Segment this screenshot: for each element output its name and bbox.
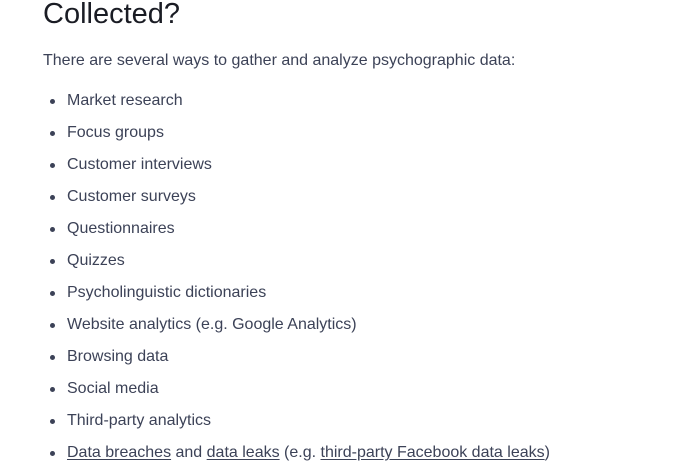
list-item: Market research [43, 90, 550, 122]
bullet-icon [50, 355, 55, 360]
data-leaks-link[interactable]: data leaks [206, 444, 280, 461]
bullet-icon [50, 419, 55, 424]
list-item-text: Psycholinguistic dictionaries [67, 284, 267, 301]
list-item-text: and [171, 444, 207, 461]
intro-paragraph: There are several ways to gather and ana… [43, 52, 516, 69]
list-item: Customer interviews [43, 154, 550, 186]
list-item-text: Focus groups [67, 124, 164, 141]
bullet-icon [50, 387, 55, 392]
list-item-text: ) [544, 444, 550, 461]
list-item: Quizzes [43, 250, 550, 282]
list-item-text: Social media [67, 380, 159, 397]
list-item: Data breaches and data leaks (e.g. third… [43, 442, 550, 474]
section-heading: Collected? [43, 0, 181, 30]
bullet-icon [50, 291, 55, 296]
data-breaches-link[interactable]: Data breaches [67, 444, 172, 461]
bullet-icon [50, 99, 55, 104]
list-item-text: Customer interviews [67, 156, 212, 173]
list-item-text: (e.g. [279, 444, 321, 461]
list-item: Third-party analytics [43, 410, 550, 442]
bullet-icon [50, 163, 55, 168]
list-item: Website analytics (e.g. Google Analytics… [43, 314, 550, 346]
list-item-text: Quizzes [67, 252, 125, 269]
data-collection-methods-list: Market research Focus groups Customer in… [43, 90, 550, 474]
list-item-text: Browsing data [67, 348, 169, 365]
list-item: Psycholinguistic dictionaries [43, 282, 550, 314]
bullet-icon [50, 259, 55, 264]
list-item-text: Third-party analytics [67, 412, 212, 429]
bullet-icon [50, 323, 55, 328]
list-item-text: Website analytics (e.g. Google Analytics… [67, 316, 357, 333]
list-item: Questionnaires [43, 218, 550, 250]
list-item: Customer surveys [43, 186, 550, 218]
bullet-icon [50, 131, 55, 136]
list-item: Browsing data [43, 346, 550, 378]
bullet-icon [50, 227, 55, 232]
list-item: Social media [43, 378, 550, 410]
bullet-icon [50, 451, 55, 456]
bullet-icon [50, 195, 55, 200]
list-item-text: Questionnaires [67, 220, 175, 237]
list-item: Focus groups [43, 122, 550, 154]
list-item-text: Market research [67, 92, 183, 109]
facebook-data-leaks-link[interactable]: third-party Facebook data leaks [320, 444, 545, 461]
list-item-text: Customer surveys [67, 188, 196, 205]
